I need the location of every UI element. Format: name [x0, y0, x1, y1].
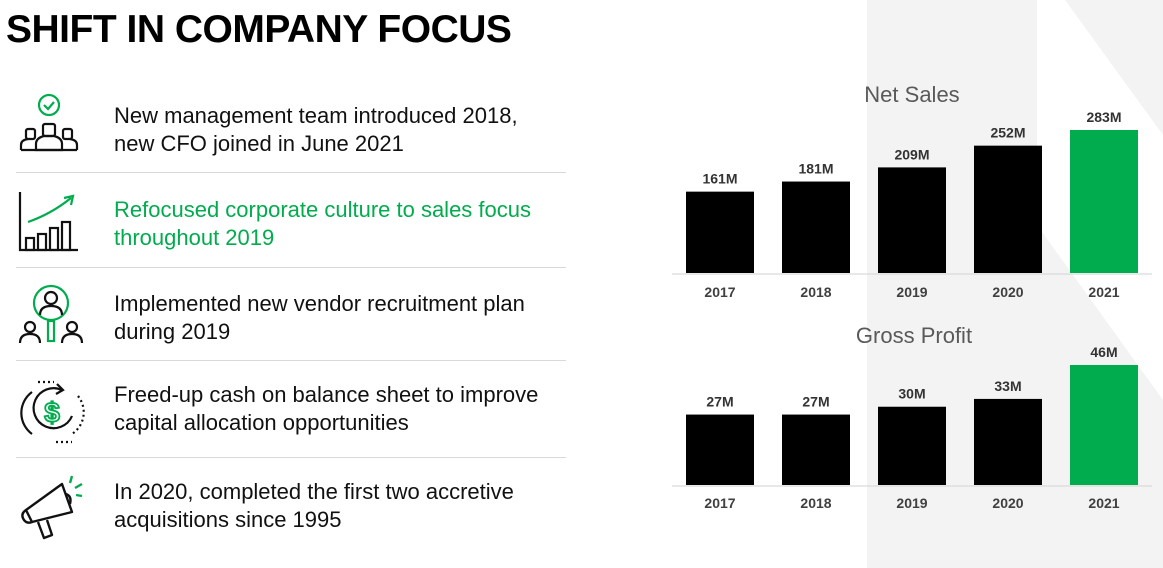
data-label: 209M: [894, 146, 929, 162]
divider: [16, 267, 566, 268]
bar-2017: [686, 414, 754, 485]
focus-item: In 2020, completed the first two accreti…: [16, 472, 566, 542]
chart-title-net-sales: Net Sales: [864, 82, 959, 107]
bar-2021: [1070, 130, 1138, 273]
team-check-icon: [19, 93, 79, 152]
bar-2018: [782, 181, 850, 273]
recruitment-magnifier-icon: [18, 284, 84, 344]
bar-2020: [974, 398, 1042, 485]
x-tick-label: 2021: [1088, 284, 1119, 300]
focus-item-text: In 2020, completed the first two accreti…: [114, 479, 514, 532]
focus-item-text: New management team introduced 2018, new…: [114, 103, 518, 156]
data-label: 161M: [702, 171, 737, 187]
data-label: 27M: [706, 394, 733, 410]
data-label: 252M: [990, 125, 1025, 141]
focus-item: New management team introduced 2018, new…: [16, 92, 566, 167]
page-title: SHIFT IN COMPANY FOCUS: [6, 8, 512, 51]
focus-item-text: Refocused corporate culture to sales foc…: [114, 197, 532, 250]
data-label: 283M: [1086, 109, 1121, 125]
x-tick-label: 2020: [992, 495, 1023, 511]
focus-item-text: Freed-up cash on balance sheet to improv…: [114, 382, 539, 435]
x-tick-label: 2017: [704, 495, 735, 511]
x-tick-label: 2018: [800, 284, 831, 300]
data-label: 33M: [994, 378, 1021, 394]
bar-2018: [782, 414, 850, 485]
focus-item: Refocused corporate culture to sales foc…: [16, 190, 566, 260]
data-label: 27M: [802, 394, 829, 410]
focus-item: $ Freed-up cash on balance sheet to impr…: [16, 376, 566, 446]
x-tick-label: 2018: [800, 495, 831, 511]
svg-text:$: $: [44, 397, 60, 428]
data-label: 30M: [898, 386, 925, 402]
chart-title-gross-profit: Gross Profit: [856, 323, 972, 348]
x-tick-label: 2019: [896, 495, 927, 511]
growth-chart-icon: [18, 192, 78, 252]
megaphone-icon: [21, 475, 83, 540]
bar-2019: [878, 167, 946, 273]
bar-2020: [974, 145, 1042, 273]
x-tick-label: 2021: [1088, 495, 1119, 511]
cash-cycle-icon: $: [20, 380, 85, 444]
bar-2017: [686, 191, 754, 273]
focus-item: Implemented new vendor recruitment plan …: [16, 281, 566, 351]
data-label: 46M: [1090, 344, 1117, 360]
x-tick-label: 2019: [896, 284, 927, 300]
divider: [16, 457, 566, 458]
x-tick-label: 2020: [992, 284, 1023, 300]
data-label: 181M: [798, 161, 833, 177]
divider: [16, 172, 566, 173]
x-tick-label: 2017: [704, 284, 735, 300]
bar-2021: [1070, 365, 1138, 485]
focus-item-text: Implemented new vendor recruitment plan …: [114, 291, 525, 344]
bar-2019: [878, 406, 946, 485]
divider: [16, 360, 566, 361]
